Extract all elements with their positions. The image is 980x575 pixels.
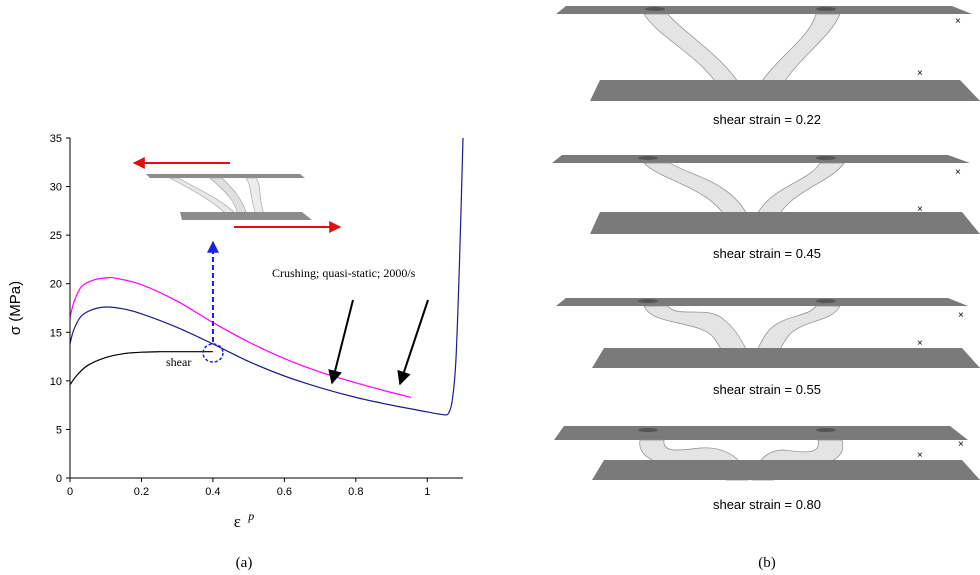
crushing-annotation: Crushing; quasi-static; 2000/s <box>272 266 416 280</box>
data-series <box>69 137 464 416</box>
x-axis-title-base: ε <box>234 512 241 531</box>
frame-4-bottom-plate <box>592 460 980 480</box>
y-tick-label: 20 <box>50 279 62 291</box>
frame-3-top-plate <box>556 298 968 306</box>
crushing-arrow-2000 <box>397 299 429 386</box>
y-tick-label: 25 <box>50 230 62 242</box>
panel-a-label: (a) <box>236 555 253 571</box>
frame-1-top-marker-left <box>645 7 665 11</box>
frame-3-top-marker-left <box>638 299 658 303</box>
chart-panel-a: 0 5 10 15 20 25 30 35 0 0.2 0.4 0.6 0.8 1 σ (MPa) ε … <box>7 133 464 571</box>
series-line-shear <box>69 351 213 386</box>
x-tick-label: 0.4 <box>205 486 220 498</box>
frame-2-x-mark-bottom: × <box>917 204 923 215</box>
frame-2-top-plate <box>552 155 970 163</box>
x-axis-title-sup: p <box>247 509 254 523</box>
x-tick-label: 0.6 <box>277 486 292 498</box>
frame-3: × × shear strain = 0.55 <box>556 298 980 397</box>
frame-1-bottom-plate <box>590 80 980 101</box>
frame-1: × × shear strain = 0.22 <box>556 6 980 127</box>
frame-4-caption: shear strain = 0.80 <box>713 497 821 512</box>
frame-1-x-mark-top: × <box>955 16 961 27</box>
inset-bottom-plate <box>180 212 312 220</box>
x-tick-label: 0.2 <box>134 486 149 498</box>
y-tick-label: 30 <box>50 182 62 194</box>
frame-1-caption: shear strain = 0.22 <box>713 112 821 127</box>
y-tick-label: 0 <box>56 473 62 485</box>
frame-1-top-plate <box>556 6 972 14</box>
y-tick-label: 10 <box>50 376 62 388</box>
frame-2-bottom-plate <box>590 212 980 234</box>
y-axis-ticks: 0 5 10 15 20 25 30 35 <box>50 133 70 485</box>
frame-4-x-mark-bottom: × <box>917 450 923 461</box>
y-axis-title: σ (MPa) <box>7 281 24 335</box>
x-tick-label: 0.8 <box>348 486 363 498</box>
panel-b-label: (b) <box>758 555 776 571</box>
frame-4-top-marker-left <box>638 428 658 432</box>
shear-highlight-circle <box>202 343 224 363</box>
y-tick-label: 15 <box>50 327 62 339</box>
frame-4: × × shear strain = 0.80 <box>554 426 980 512</box>
frame-3-x-mark-bottom: × <box>917 338 923 349</box>
x-axis-title: ε p <box>234 509 254 531</box>
inset-shear-illustration <box>132 157 342 233</box>
frame-2-x-mark-top: × <box>955 167 961 178</box>
frame-3-top-marker-right <box>816 299 836 303</box>
frame-2-caption: shear strain = 0.45 <box>713 246 821 261</box>
inset-strut-right <box>245 177 265 215</box>
x-tick-label: 1 <box>424 486 430 498</box>
frame-2-top-marker-left <box>638 156 658 160</box>
frame-2-top-marker-right <box>816 156 836 160</box>
frame-3-caption: shear strain = 0.55 <box>713 382 821 397</box>
x-tick-label: 0 <box>67 486 73 498</box>
frame-2: × × shear strain = 0.45 <box>552 155 980 261</box>
y-tick-label: 5 <box>56 424 62 436</box>
y-tick-label: 35 <box>50 133 62 145</box>
frame-1-top-marker-right <box>816 7 836 11</box>
frame-4-x-mark-top: × <box>958 439 964 450</box>
frame-1-x-mark-bottom: × <box>917 68 923 79</box>
crushing-arrow-quasi-static <box>328 299 354 385</box>
x-axis-ticks: 0 0.2 0.4 0.6 0.8 1 <box>67 478 430 498</box>
shear-annotation: shear <box>166 355 191 369</box>
series-line-quasi-static <box>69 137 464 416</box>
frame-3-x-mark-top: × <box>958 310 964 321</box>
series-line-2000-s <box>69 276 412 398</box>
frame-3-bottom-plate <box>592 348 980 368</box>
frame-4-top-plate <box>554 426 968 440</box>
deformation-panel-b: × × shear strain = 0.22 × × shear strain… <box>552 6 980 571</box>
frame-4-top-marker-right <box>816 428 836 432</box>
inset-top-plate <box>146 174 305 178</box>
